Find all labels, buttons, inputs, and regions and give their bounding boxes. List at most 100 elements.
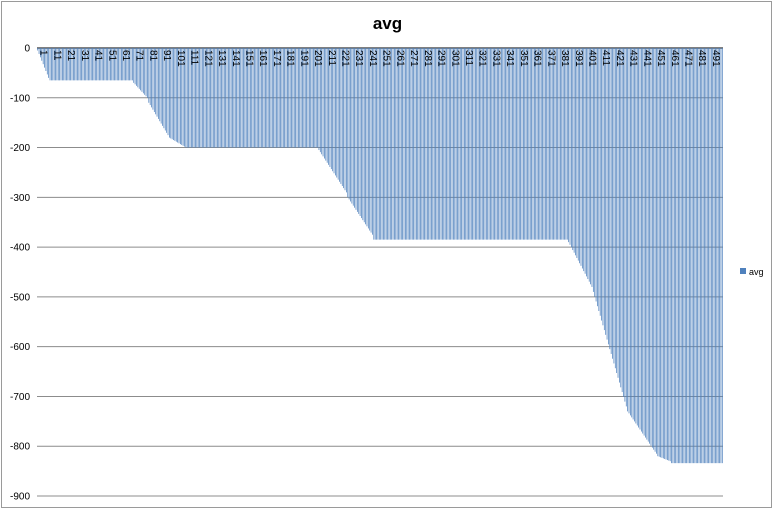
- bar: [473, 48, 475, 240]
- x-tick-label: 291: [436, 50, 447, 67]
- bar: [484, 48, 486, 240]
- bar: [501, 48, 502, 240]
- bar: [96, 48, 98, 81]
- bar: [623, 48, 624, 397]
- bar: [318, 48, 320, 151]
- bar: [164, 48, 166, 131]
- x-tick-label: 381: [559, 50, 570, 67]
- bar: [721, 48, 723, 464]
- x-tick-label: 271: [408, 50, 419, 67]
- bar: [403, 48, 405, 240]
- bar: [428, 48, 430, 240]
- bar: [114, 48, 115, 81]
- bar: [616, 48, 618, 373]
- bar: [367, 48, 369, 229]
- bar: [527, 48, 528, 240]
- bar: [555, 48, 557, 240]
- bar: [717, 48, 719, 464]
- bar: [580, 48, 582, 266]
- bar: [46, 48, 48, 75]
- bar: [630, 48, 631, 416]
- bar: [116, 48, 118, 81]
- bar: [352, 48, 354, 206]
- bar: [687, 48, 689, 464]
- bar: [203, 48, 205, 148]
- bar: [44, 48, 45, 68]
- bar: [129, 48, 130, 81]
- bar: [233, 48, 235, 148]
- bar: [381, 48, 383, 240]
- bar: [383, 48, 384, 240]
- x-tick-label: 391: [573, 50, 584, 67]
- bar: [259, 48, 261, 148]
- bar: [313, 48, 314, 148]
- bar: [300, 48, 302, 148]
- bar: [583, 48, 585, 272]
- bar: [155, 48, 157, 115]
- bar: [614, 48, 616, 369]
- bar: [105, 48, 107, 81]
- legend-swatch: [740, 268, 746, 274]
- bar: [111, 48, 113, 81]
- bar: [225, 48, 227, 148]
- bar: [417, 48, 419, 240]
- bar: [689, 48, 690, 464]
- bar: [241, 48, 243, 148]
- bar: [358, 48, 360, 214]
- bar: [110, 48, 111, 81]
- bar: [476, 48, 478, 240]
- bar: [562, 48, 564, 240]
- bar: [173, 48, 174, 141]
- bar: [544, 48, 546, 240]
- bar: [273, 48, 275, 148]
- bar: [701, 48, 703, 464]
- bar: [533, 48, 535, 240]
- bar: [366, 48, 368, 227]
- bar: [330, 48, 332, 170]
- bar: [66, 48, 67, 81]
- bar: [592, 48, 594, 292]
- bar: [287, 48, 288, 148]
- bar: [181, 48, 183, 145]
- bar: [237, 48, 239, 148]
- bar: [525, 48, 527, 240]
- bar: [613, 48, 615, 364]
- bar: [392, 48, 394, 240]
- x-tick-label: 351: [518, 50, 529, 67]
- bar: [103, 48, 104, 81]
- bar: [252, 48, 254, 148]
- bar: [38, 48, 40, 54]
- bar: [45, 48, 47, 71]
- bar: [208, 48, 210, 148]
- bar: [71, 48, 73, 81]
- bar: [671, 48, 672, 464]
- bar: [678, 48, 679, 464]
- bar: [370, 48, 372, 233]
- bar: [138, 48, 140, 89]
- y-tick-label: -900: [10, 492, 30, 503]
- bar: [37, 48, 39, 51]
- x-tick-label: 51: [106, 50, 117, 62]
- bar: [121, 48, 122, 81]
- bar: [627, 48, 629, 412]
- bar: [90, 48, 92, 81]
- bar: [547, 48, 549, 240]
- bar: [112, 48, 114, 81]
- bar: [199, 48, 200, 148]
- bar: [62, 48, 63, 81]
- x-tick-label: 131: [216, 50, 227, 67]
- bar: [485, 48, 487, 240]
- bar: [517, 48, 519, 240]
- bar: [347, 48, 349, 198]
- bar: [458, 48, 460, 240]
- x-tick-label: 281: [422, 50, 433, 67]
- bar: [274, 48, 276, 148]
- bar: [223, 48, 225, 148]
- bar: [212, 48, 214, 148]
- bar: [719, 48, 720, 464]
- bar: [351, 48, 353, 204]
- bar: [479, 48, 480, 240]
- bar: [682, 48, 683, 464]
- bar: [536, 48, 538, 240]
- bar: [620, 48, 622, 388]
